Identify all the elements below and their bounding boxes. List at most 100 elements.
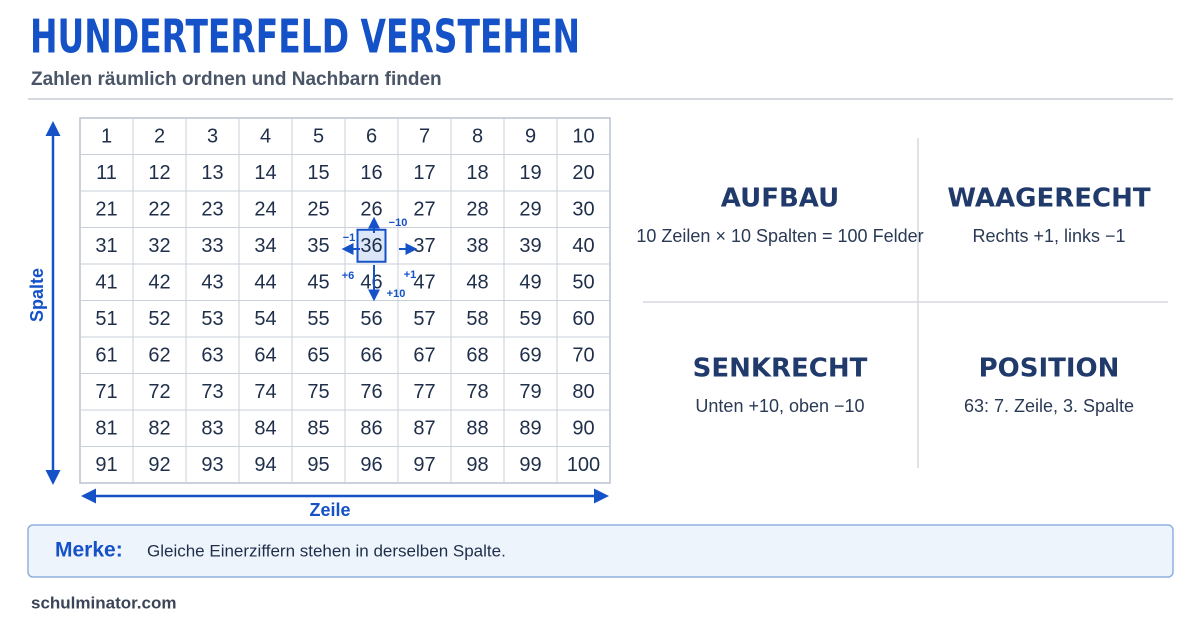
grid-number: 52	[148, 308, 170, 330]
grid-number: 87	[413, 418, 435, 440]
note-box	[27, 524, 1174, 578]
grid-number: 77	[413, 381, 435, 403]
grid-number: 29	[519, 199, 541, 221]
grid-number: 61	[95, 345, 117, 367]
grid-number: 80	[572, 381, 594, 403]
grid-number: 10	[572, 126, 594, 148]
grid-number: 98	[466, 454, 488, 476]
grid-number: 55	[307, 308, 329, 330]
grid-number: 75	[307, 381, 329, 403]
neighbor-arrows	[341, 216, 418, 302]
grid-number: 99	[519, 454, 541, 476]
panel-title: AUFBAU	[721, 184, 839, 214]
subtitle: Zahlen räumlich ordnen und Nachbarn find…	[31, 69, 442, 90]
grid-number: 15	[307, 162, 329, 184]
grid-number: 32	[148, 235, 170, 257]
grid-number: 18	[466, 162, 488, 184]
grid-number: 59	[519, 308, 541, 330]
grid-number: 1	[101, 126, 112, 148]
title: HUNDERTERFELD VERSTEHEN	[30, 10, 580, 64]
grid-number: 58	[466, 308, 488, 330]
panel-text: 63: 7. Zeile, 3. Spalte	[964, 396, 1134, 416]
grid-number: 33	[201, 235, 223, 257]
grid-number: 84	[254, 418, 276, 440]
grid-number: 6	[366, 126, 377, 148]
grid-number: 17	[413, 162, 435, 184]
neighbor-label: +6	[342, 270, 355, 282]
grid-number: 25	[307, 199, 329, 221]
grid-number: 13	[201, 162, 223, 184]
grid-number: 19	[519, 162, 541, 184]
grid-number: 12	[148, 162, 170, 184]
grid-number: 38	[466, 235, 488, 257]
grid-number: 96	[360, 454, 382, 476]
grid-number: 82	[148, 418, 170, 440]
grid-number: 27	[413, 199, 435, 221]
grid-number: 34	[254, 235, 276, 257]
neighbor-label: +10	[387, 288, 406, 300]
grid-number: 53	[201, 308, 223, 330]
grid-number: 4	[260, 126, 271, 148]
grid-number: 81	[95, 418, 117, 440]
grid-number: 48	[466, 272, 488, 294]
grid-number: 39	[519, 235, 541, 257]
panel-text: Rechts +1, links −1	[972, 226, 1125, 246]
grid-number: 89	[519, 418, 541, 440]
grid-number: 91	[95, 454, 117, 476]
grid-number: 31	[95, 235, 117, 257]
highlight-cell	[356, 228, 387, 263]
grid-number: 70	[572, 345, 594, 367]
panel-title: WAAGERECHT	[947, 184, 1150, 214]
grid-number: 51	[95, 308, 117, 330]
grid-number: 24	[254, 199, 276, 221]
grid-number: 66	[360, 345, 382, 367]
grid-number: 64	[254, 345, 276, 367]
grid-number: 40	[572, 235, 594, 257]
grid-number: 68	[466, 345, 488, 367]
grid-number: 60	[572, 308, 594, 330]
grid-number: 37	[413, 235, 435, 257]
grid-number: 3	[207, 126, 218, 148]
note-label: Merke:	[55, 539, 123, 562]
grid-number: 16	[360, 162, 382, 184]
grid-number: 78	[466, 381, 488, 403]
note-text: Gleiche Einerziffern stehen in derselben…	[147, 541, 506, 560]
grid-number: 50	[572, 272, 594, 294]
neighbor-label: +1	[404, 269, 417, 281]
grid-number: 26	[360, 199, 382, 221]
grid-number: 57	[413, 308, 435, 330]
grid-number: 35	[307, 235, 329, 257]
grid-number: 42	[148, 272, 170, 294]
grid-number: 44	[254, 272, 276, 294]
grid-number: 36	[360, 235, 382, 257]
grid-number: 93	[201, 454, 223, 476]
grid-number: 73	[201, 381, 223, 403]
grid-number: 100	[567, 454, 600, 476]
grid-number: 72	[148, 381, 170, 403]
grid-number: 2	[154, 126, 165, 148]
grid-number: 86	[360, 418, 382, 440]
grid-number: 88	[466, 418, 488, 440]
grid-number: 9	[525, 126, 536, 148]
footer: schulminator.com	[31, 593, 176, 612]
panel-text: 10 Zeilen × 10 Spalten = 100 Felder	[636, 226, 923, 246]
grid-number: 23	[201, 199, 223, 221]
grid-number: 7	[419, 126, 430, 148]
grid-number: 8	[472, 126, 483, 148]
grid-number: 85	[307, 418, 329, 440]
grid-number: 79	[519, 381, 541, 403]
grid-number: 20	[572, 162, 594, 184]
grid-number: 45	[307, 272, 329, 294]
grid-number: 21	[95, 199, 117, 221]
grid-number: 62	[148, 345, 170, 367]
grid-number: 56	[360, 308, 382, 330]
grid-number: 63	[201, 345, 223, 367]
grid-number: 95	[307, 454, 329, 476]
grid-number: 43	[201, 272, 223, 294]
grid-number: 67	[413, 345, 435, 367]
grid-number: 74	[254, 381, 276, 403]
panel-title: SENKRECHT	[693, 354, 868, 384]
grid-number: 22	[148, 199, 170, 221]
